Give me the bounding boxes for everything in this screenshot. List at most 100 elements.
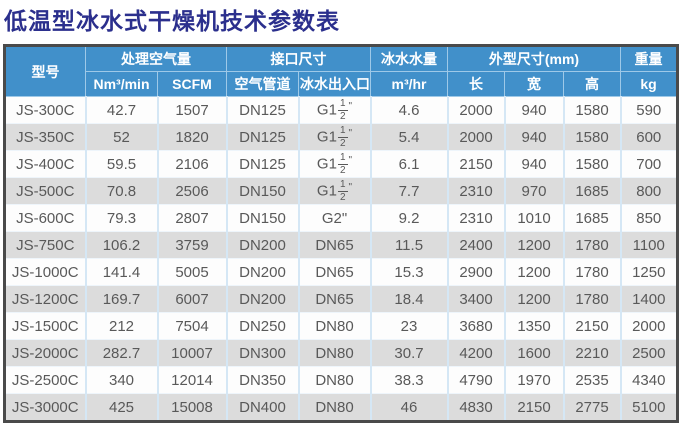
cell-model: JS-350C	[4, 123, 87, 151]
cell-scfm: 5005	[157, 258, 228, 286]
cell-length: 2000	[447, 96, 506, 124]
header-chilled-water-flow: 冰水水量	[370, 45, 448, 72]
cell-water-flow: 38.3	[370, 366, 449, 394]
table-row: JS-750C 106.2 3759 DN200 DN65 11.5 2400 1200 178…	[4, 231, 678, 259]
cell-air-pipe: DN200	[226, 231, 300, 259]
cell-length: 2150	[447, 150, 506, 178]
cell-width: 1200	[504, 231, 565, 259]
cell-length: 2400	[447, 231, 506, 259]
cell-nm3-min: 169.7	[85, 285, 159, 313]
cell-weight: 700	[620, 150, 678, 178]
cell-width: 1600	[504, 339, 565, 367]
cell-air-pipe: DN125	[226, 123, 300, 151]
cell-nm3-min: 141.4	[85, 258, 159, 286]
cell-width: 970	[504, 177, 565, 205]
cell-length: 2310	[447, 204, 506, 232]
header-sub-water-port: 冰水出入口	[298, 71, 371, 97]
cell-model: JS-2500C	[4, 366, 87, 394]
cell-scfm: 7504	[157, 312, 228, 340]
cell-water-flow: 30.7	[370, 339, 449, 367]
header-unit-m3hr: m³/hr	[370, 71, 448, 97]
header-unit-kg: kg	[620, 71, 678, 97]
cell-water-port: G1 1 2 "	[298, 123, 372, 151]
cell-scfm: 2106	[157, 150, 228, 178]
cell-water-flow: 18.4	[370, 285, 449, 313]
cell-model: JS-600C	[4, 204, 87, 232]
header-row-units: Nm³/min SCFM 空气管道 冰水出入口 m³/hr 长 宽 高 kg	[5, 71, 678, 97]
cell-height: 1780	[563, 285, 622, 313]
cell-width: 940	[504, 123, 565, 151]
cell-width: 2150	[504, 393, 565, 422]
cell-length: 2310	[447, 177, 506, 205]
cell-length: 2000	[447, 123, 506, 151]
cell-scfm: 1507	[157, 96, 228, 124]
inch-mark: "	[348, 101, 353, 112]
cell-water-flow: 5.4	[370, 123, 449, 151]
table-row: JS-600C 79.3 2807 DN150 G2" 9.2 2310 1010 1685 85…	[4, 204, 678, 232]
inch-mark: "	[348, 128, 353, 139]
header-row-groups: 型号 处理空气量 接口尺寸 冰水水量 外型尺寸(mm) 重量	[4, 45, 678, 97]
cell-weight: 1400	[620, 285, 678, 313]
cell-air-pipe: DN300	[226, 339, 300, 367]
cell-height: 1685	[563, 204, 622, 232]
cell-width: 1350	[504, 312, 565, 340]
cell-model: JS-1000C	[4, 258, 87, 286]
cell-width: 1970	[504, 366, 565, 394]
cell-weight: 600	[620, 123, 678, 151]
table-row: JS-1000C 141.4 5005 DN200 DN65 15.3 2900 1200 17…	[4, 258, 678, 286]
cell-water-flow: 11.5	[370, 231, 449, 259]
cell-nm3-min: 59.5	[85, 150, 159, 178]
cell-weight: 2000	[620, 312, 678, 340]
cell-air-pipe: DN350	[226, 366, 300, 394]
table-row: JS-400C 59.5 2106 DN125 G1 1 2 " 6.1 2150 940 1580 7…	[4, 150, 678, 178]
cell-nm3-min: 52	[85, 123, 159, 151]
cell-nm3-min: 282.7	[85, 339, 159, 367]
cell-weight: 1250	[620, 258, 678, 286]
table-row: JS-500C 70.8 2506 DN150 G1 1 2 " 7.7 2310 970 1685 8…	[4, 177, 678, 205]
cell-height: 2150	[563, 312, 622, 340]
header-connection-size: 接口尺寸	[226, 45, 371, 72]
cell-air-pipe: DN125	[226, 96, 300, 124]
cell-model: JS-750C	[4, 231, 87, 259]
cell-height: 1580	[563, 150, 622, 178]
cell-nm3-min: 79.3	[85, 204, 159, 232]
cell-width: 1010	[504, 204, 565, 232]
cell-air-pipe: DN150	[226, 204, 300, 232]
table-body: JS-300C 42.7 1507 DN125 G1 1 2 " 4.6 2000 940 1580 5…	[4, 96, 678, 422]
cell-height: 1780	[563, 258, 622, 286]
header-sub-width: 宽	[504, 71, 564, 97]
cell-water-port: DN65	[298, 285, 372, 313]
cell-model: JS-500C	[4, 177, 87, 205]
cell-weight: 2500	[620, 339, 678, 367]
cell-height: 1580	[563, 96, 622, 124]
cell-air-pipe: DN200	[226, 258, 300, 286]
cell-air-pipe: DN200	[226, 285, 300, 313]
cell-nm3-min: 106.2	[85, 231, 159, 259]
header-sub-air-pipe: 空气管道	[226, 71, 299, 97]
cell-air-pipe: DN150	[226, 177, 300, 205]
cell-width: 940	[504, 96, 565, 124]
cell-water-port: DN80	[298, 366, 372, 394]
cell-length: 3400	[447, 285, 506, 313]
cell-water-port: G2"	[298, 204, 372, 232]
cell-air-pipe: DN400	[226, 393, 300, 422]
cell-weight: 4340	[620, 366, 678, 394]
cell-weight: 850	[620, 204, 678, 232]
cell-model: JS-1500C	[4, 312, 87, 340]
cell-height: 2210	[563, 339, 622, 367]
cell-water-flow: 7.7	[370, 177, 449, 205]
cell-height: 2535	[563, 366, 622, 394]
header-unit-nm3min: Nm³/min	[85, 71, 158, 97]
header-outer-dimensions: 外型尺寸(mm)	[447, 45, 621, 72]
table-row: JS-2500C 340 12014 DN350 DN80 38.3 4790 1970 253…	[4, 366, 678, 394]
cell-height: 1580	[563, 123, 622, 151]
cell-nm3-min: 70.8	[85, 177, 159, 205]
table-row: JS-1500C 212 7504 DN250 DN80 23 3680 1350 2150 20…	[4, 312, 678, 340]
cell-nm3-min: 340	[85, 366, 159, 394]
cell-water-port: DN65	[298, 231, 372, 259]
header-sub-length: 长	[447, 71, 505, 97]
cell-weight: 5100	[620, 393, 678, 422]
header-air-capacity: 处理空气量	[85, 45, 227, 72]
cell-water-port: G1 1 2 "	[298, 150, 372, 178]
